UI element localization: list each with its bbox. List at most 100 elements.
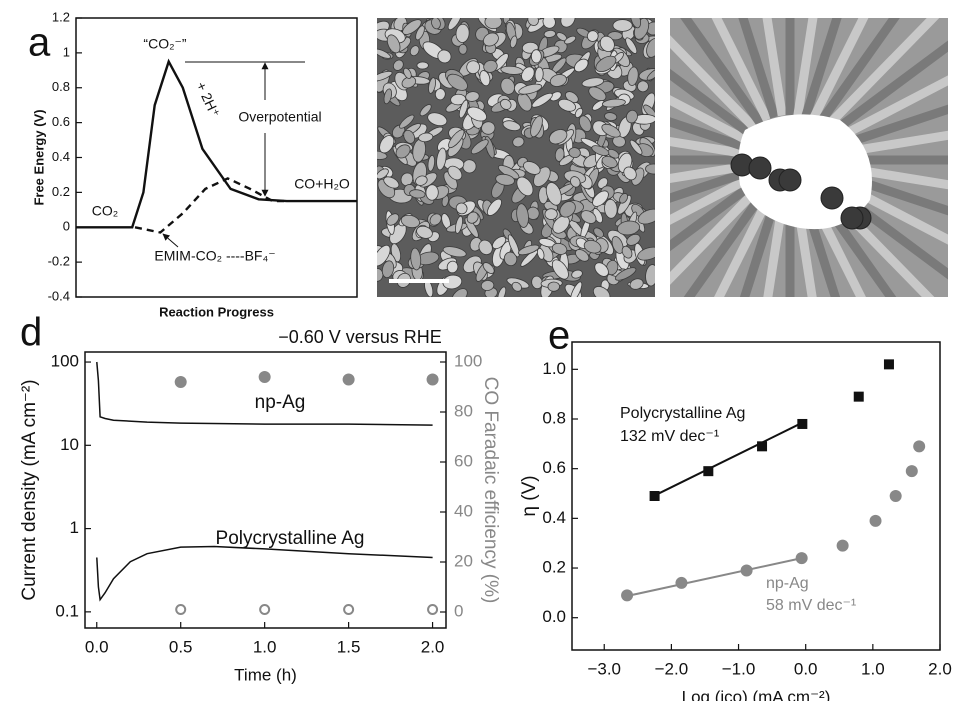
ligament <box>478 239 493 256</box>
atom-row <box>670 188 758 285</box>
panel-label: e <box>548 314 570 358</box>
ligament <box>574 58 589 73</box>
ligament <box>486 198 502 216</box>
series-line <box>134 177 287 234</box>
point <box>797 418 808 429</box>
atom-row <box>670 169 744 203</box>
point <box>174 376 187 388</box>
y-axis-label: Current density (mA cm⁻²) <box>19 379 40 600</box>
ligament <box>583 239 602 254</box>
ligament <box>379 135 395 154</box>
ligament <box>464 217 479 238</box>
ligament <box>586 30 599 42</box>
ligament <box>551 259 569 280</box>
point <box>259 604 271 615</box>
x-tick-label: 1.5 <box>337 637 361 656</box>
x-tick-label: 2.0 <box>421 637 445 656</box>
point <box>621 589 634 602</box>
y-tick-label: 0.8 <box>542 408 566 427</box>
ligament <box>530 115 543 138</box>
molecule-atom <box>778 168 802 192</box>
ligament <box>466 211 479 224</box>
ligament <box>575 249 590 262</box>
ligament <box>442 246 467 258</box>
atom-row <box>827 40 948 138</box>
y2-tick-label: 40 <box>454 501 473 520</box>
ligament <box>400 172 414 187</box>
ligament <box>530 49 542 64</box>
ligament <box>465 91 480 102</box>
ligament <box>480 280 495 291</box>
annotation: CO₂ <box>92 203 118 219</box>
atom-row <box>822 18 940 132</box>
x-tick-label: 0.5 <box>169 637 193 656</box>
ligament <box>626 233 641 246</box>
ligament <box>383 176 400 189</box>
ligament <box>637 80 649 93</box>
ligament <box>400 214 420 229</box>
point <box>740 564 753 577</box>
atom-row <box>670 68 753 138</box>
ligament <box>536 247 545 260</box>
molecule-atom <box>840 206 864 230</box>
ligament <box>543 29 556 38</box>
ligament <box>646 68 655 81</box>
ligament <box>479 70 491 87</box>
ligament <box>383 88 393 105</box>
atom-row <box>808 198 866 297</box>
atom-row <box>815 193 897 297</box>
ligament <box>612 19 633 32</box>
ligament <box>434 88 446 101</box>
y-tick-label: 100 <box>51 352 79 371</box>
ligament <box>548 129 568 145</box>
ligament <box>450 93 467 106</box>
atom-row <box>762 18 787 117</box>
ligament <box>601 123 621 138</box>
ligament <box>511 281 522 292</box>
y-tick-label: 0.0 <box>542 607 566 626</box>
y-tick-label: 0 <box>63 219 70 234</box>
y-tick-label: 1 <box>70 518 79 537</box>
ligament <box>377 168 389 180</box>
ligament <box>416 225 433 239</box>
ligament <box>630 18 641 29</box>
y-tick-label: 0.2 <box>542 558 566 577</box>
point <box>427 604 439 615</box>
ligament <box>595 55 617 73</box>
ligament <box>574 107 584 118</box>
ligament <box>559 201 576 218</box>
ligament <box>466 60 481 75</box>
atom-row <box>683 193 765 297</box>
y-tick-label: 0.4 <box>542 508 566 527</box>
ligament <box>594 262 609 277</box>
ligament <box>381 260 395 279</box>
ligament <box>523 161 541 175</box>
ligament <box>447 18 462 31</box>
atom-row <box>670 136 742 158</box>
ligament <box>386 213 400 226</box>
y2-tick-label: 20 <box>454 551 473 570</box>
ligament <box>591 145 610 156</box>
series-label: Polycrystalline Ag <box>620 405 745 422</box>
ligament <box>570 281 583 297</box>
ligament <box>455 202 468 215</box>
ligament <box>542 18 556 29</box>
ligament <box>500 98 512 110</box>
atom-row <box>793 203 817 297</box>
atom-row <box>670 95 748 144</box>
atom-row <box>836 104 948 151</box>
y2-tick-label: 60 <box>454 451 473 470</box>
x-axis-label: Reaction Progress <box>159 304 274 319</box>
point <box>342 373 355 386</box>
ligament <box>564 35 577 45</box>
ligament <box>637 208 655 225</box>
ligament <box>645 264 655 287</box>
ligament <box>395 144 411 159</box>
x-tick-label: 1.0 <box>861 659 885 678</box>
atom-row <box>838 162 948 190</box>
atom-row <box>738 18 779 119</box>
atom-row <box>739 201 779 297</box>
atom-row <box>808 18 869 122</box>
ligament <box>627 66 639 86</box>
ligament <box>581 77 605 88</box>
